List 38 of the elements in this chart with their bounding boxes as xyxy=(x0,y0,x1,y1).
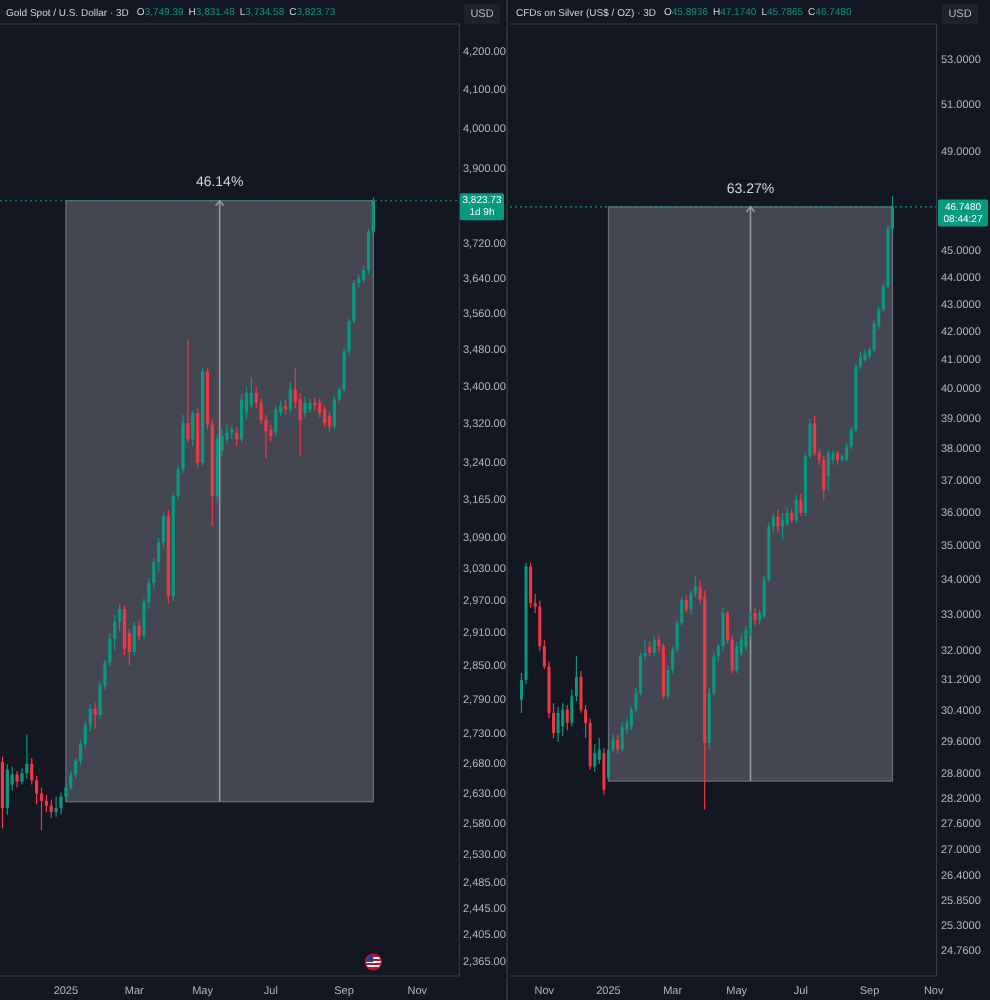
candlestick xyxy=(15,770,19,789)
candlestick xyxy=(93,702,97,730)
candlestick xyxy=(799,492,803,517)
candlestick xyxy=(813,415,817,457)
candlestick xyxy=(822,455,826,501)
candlestick xyxy=(565,704,569,731)
candlestick xyxy=(556,706,560,743)
candlestick xyxy=(529,562,533,609)
candlestick xyxy=(186,338,190,444)
candlestick xyxy=(249,376,253,409)
candlestick xyxy=(303,395,307,418)
candlestick xyxy=(597,737,601,765)
candlestick xyxy=(5,763,9,816)
candlestick xyxy=(49,799,53,819)
candlestick xyxy=(54,796,58,818)
candlestick xyxy=(652,635,656,657)
candlestick xyxy=(191,409,195,447)
candlestick xyxy=(0,756,5,829)
candlestick xyxy=(593,743,597,773)
candlestick xyxy=(735,641,739,674)
candlestick xyxy=(620,721,624,753)
candlestick xyxy=(781,512,785,540)
candlestick xyxy=(327,412,332,433)
candlestick xyxy=(137,619,141,641)
candlestick xyxy=(602,747,606,796)
candlestick xyxy=(794,494,798,524)
candlestick xyxy=(616,733,620,755)
candlestick xyxy=(132,620,136,656)
candlestick xyxy=(308,397,312,414)
candlestick xyxy=(561,702,565,737)
candlestick xyxy=(239,393,244,444)
candlestick xyxy=(332,395,336,430)
candlestick xyxy=(59,791,63,815)
candlestick xyxy=(776,508,780,534)
candlestick xyxy=(274,404,278,438)
candlestick xyxy=(826,448,830,491)
candlestick xyxy=(322,404,327,428)
candlestick xyxy=(753,607,757,627)
